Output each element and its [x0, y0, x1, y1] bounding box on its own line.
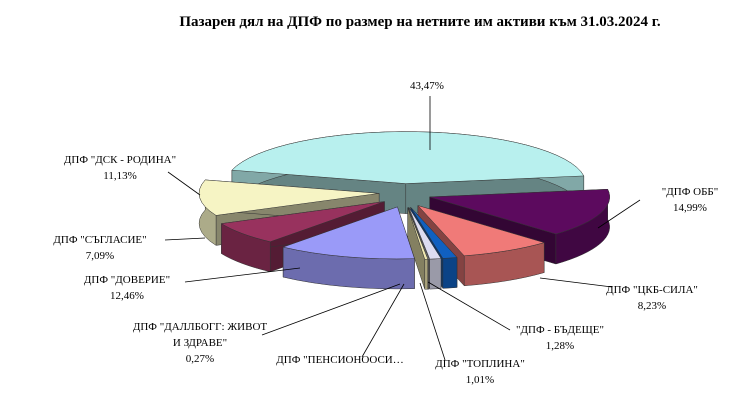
slice-side [442, 257, 458, 289]
category-label: ДПФ "ЦКБ-СИЛА" [606, 284, 698, 296]
slice-group [282, 206, 415, 290]
value-label: 7,09% [85, 250, 115, 262]
chart-title: Пазарен дял на ДПФ по размер на нетните … [179, 14, 661, 30]
category-label: ДПФ "ТОПЛИНА" [435, 358, 525, 370]
value-label: 1,01% [465, 374, 495, 386]
value-label: 0,27% [185, 353, 215, 365]
slice-label: ДПФ "ДАЛЛБОГГ: ЖИВОТ И ЗДРАВЕ" 0,27% [130, 319, 270, 367]
value-label: 43,47% [410, 80, 444, 92]
slice [231, 131, 585, 184]
leader-line [167, 171, 201, 196]
slice-group [407, 207, 429, 290]
slice [407, 207, 429, 260]
slice-label: ДПФ "ЦКБ-СИЛА" 8,23% [602, 282, 702, 314]
slice [220, 201, 385, 243]
leader-line [539, 277, 613, 288]
value-label: 11,13% [103, 170, 137, 182]
slice [408, 207, 442, 260]
slice-label: ДПФ "ТОПЛИНА" 1,01% [430, 356, 530, 388]
category-label: ДПФ "ДАЛЛБОГГ: ЖИВОТ И ЗДРАВЕ" [132, 321, 268, 349]
slice [282, 206, 415, 260]
leader-line [261, 283, 401, 336]
leader-line [597, 199, 641, 229]
category-label: "ДПФ ОББ" [661, 186, 719, 198]
leader-line [164, 237, 206, 241]
slice-group [417, 204, 546, 287]
slice-side [424, 258, 429, 290]
slice-side [427, 258, 430, 290]
value-label: 14,99% [673, 202, 707, 214]
category-label: ДПФ "ДОВЕРИЕ" [83, 274, 171, 286]
slice-label: ДПФ "СЪГЛАСИЕ" 7,09% [30, 232, 170, 264]
slice-label: ДПФ "ДОВЕРИЕ" 12,46% [62, 272, 192, 304]
slice [407, 207, 430, 260]
category-label: ДПФ "ДСК - РОДИНА" [63, 154, 177, 166]
slice-label: ДПФ "ДСК - РОДИНА" 11,13% [60, 152, 180, 184]
slice [410, 207, 458, 259]
category-label: ДПФ "СЪГЛАСИЕ" [53, 234, 147, 246]
slice-label: ДПФ "ПЕНСИОНООСИ… [270, 352, 410, 368]
category-label: "ДПФ - БЪДЕЩЕ" [516, 324, 604, 336]
slice-label: "ДПФ ОББ" 14,99% [640, 184, 740, 216]
slice-label: "ДПФ - БЪДЕЩЕ" 1,28% [510, 322, 610, 354]
slice [198, 179, 380, 216]
leader-line [419, 282, 446, 361]
leader-line [427, 281, 511, 331]
value-label: 12,46% [110, 290, 144, 302]
value-label: 1,28% [545, 340, 575, 352]
slice [417, 205, 546, 257]
leader-line [184, 267, 301, 283]
leader-line [361, 283, 405, 358]
value-label: 8,23% [637, 300, 667, 312]
slice [429, 188, 610, 235]
category-label: ДПФ "ПЕНСИОНООСИ… [276, 354, 404, 366]
slice-label: 43,47% [387, 78, 467, 94]
slice-side [429, 258, 442, 290]
